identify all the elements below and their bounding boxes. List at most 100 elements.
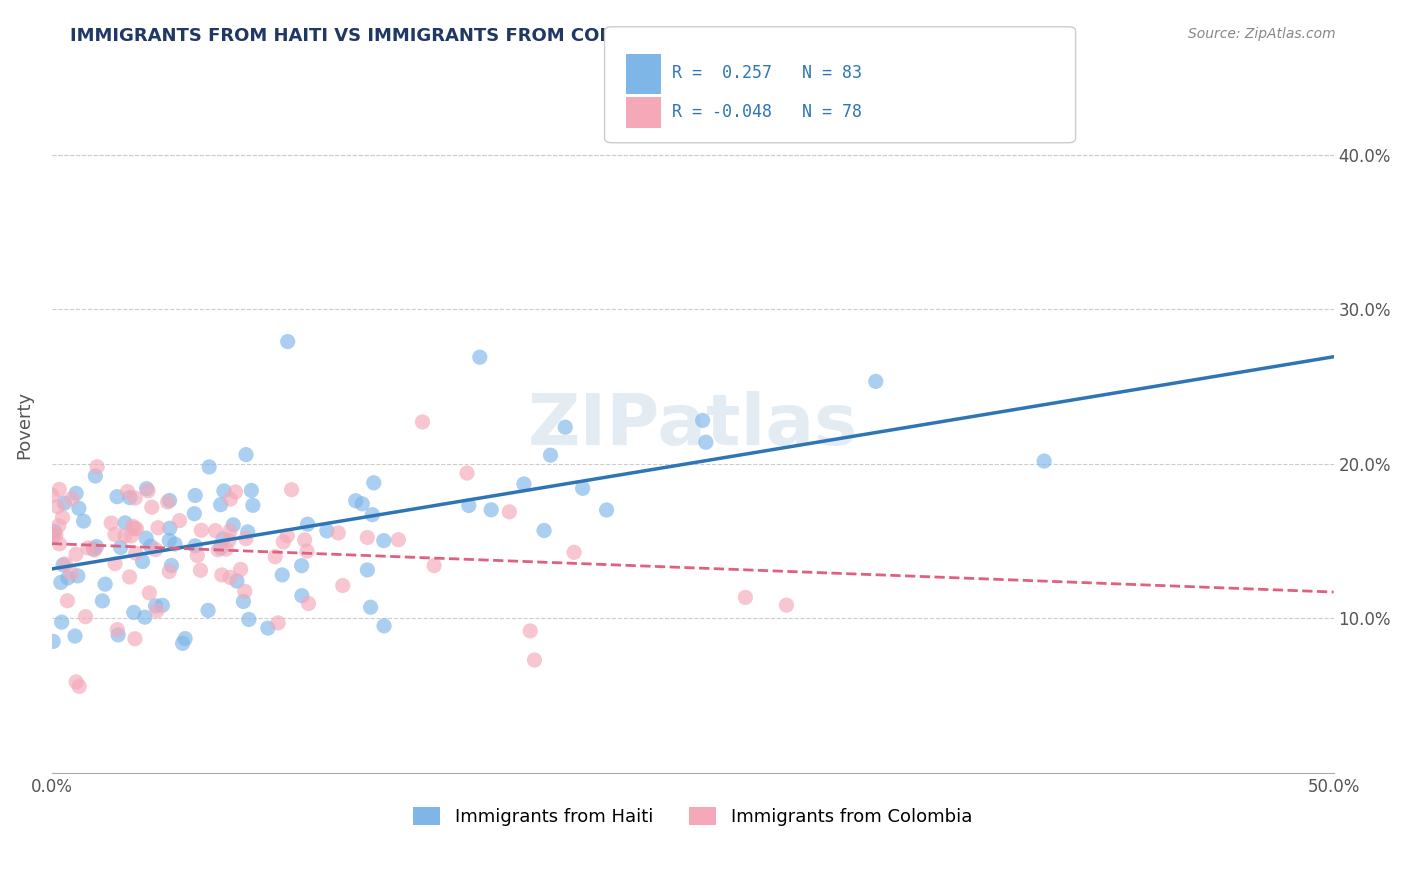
Immigrants from Colombia (53, 557, 76, 571)
Immigrants from Colombia (276, 529, 298, 543)
Text: IMMIGRANTS FROM HAITI VS IMMIGRANTS FROM COLOMBIA POVERTY CORRELATION CHART: IMMIGRANTS FROM HAITI VS IMMIGRANTS FROM… (70, 27, 998, 45)
Immigrants from Haiti (56, 571, 79, 585)
Immigrants from Colombia (204, 524, 226, 538)
Immigrants from Haiti (257, 621, 280, 635)
Immigrants from Haiti (360, 600, 382, 615)
Immigrants from Haiti (242, 499, 264, 513)
Immigrants from Colombia (775, 598, 797, 612)
Immigrants from Haiti (271, 568, 294, 582)
Immigrants from Haiti (110, 541, 132, 555)
Immigrants from Haiti (212, 532, 235, 546)
Immigrants from Colombia (271, 535, 294, 549)
Legend: Immigrants from Haiti, Immigrants from Colombia: Immigrants from Haiti, Immigrants from C… (406, 799, 980, 833)
Immigrants from Haiti (160, 558, 183, 573)
Immigrants from Haiti (865, 375, 887, 389)
Immigrants from Colombia (124, 546, 146, 560)
Immigrants from Haiti (315, 524, 337, 538)
Immigrants from Haiti (139, 539, 162, 553)
Immigrants from Colombia (51, 510, 73, 524)
Immigrants from Haiti (66, 569, 89, 583)
Immigrants from Colombia (523, 653, 546, 667)
Immigrants from Haiti (695, 435, 717, 450)
Immigrants from Haiti (51, 615, 73, 629)
Immigrants from Haiti (42, 528, 65, 542)
Immigrants from Haiti (344, 493, 367, 508)
Immigrants from Haiti (212, 483, 235, 498)
Immigrants from Haiti (163, 537, 186, 551)
Immigrants from Colombia (48, 483, 70, 497)
Immigrants from Haiti (198, 459, 221, 474)
Immigrants from Haiti (122, 606, 145, 620)
Immigrants from Haiti (145, 599, 167, 613)
Immigrants from Haiti (277, 334, 299, 349)
Immigrants from Haiti (86, 540, 108, 554)
Immigrants from Haiti (540, 448, 562, 462)
Immigrants from Haiti (184, 488, 207, 502)
Immigrants from Haiti (236, 524, 259, 539)
Immigrants from Haiti (172, 636, 194, 650)
Immigrants from Colombia (264, 549, 287, 564)
Text: R = -0.048   N = 78: R = -0.048 N = 78 (672, 103, 862, 121)
Text: R =  0.257   N = 83: R = 0.257 N = 83 (672, 64, 862, 82)
Immigrants from Haiti (65, 486, 87, 500)
Immigrants from Haiti (84, 469, 107, 483)
Immigrants from Colombia (387, 533, 409, 547)
Immigrants from Haiti (513, 477, 536, 491)
Immigrants from Colombia (328, 525, 350, 540)
Immigrants from Colombia (211, 568, 233, 582)
Immigrants from Haiti (209, 541, 232, 555)
Immigrants from Haiti (91, 594, 114, 608)
Immigrants from Haiti (67, 501, 90, 516)
Immigrants from Colombia (136, 483, 159, 498)
Immigrants from Colombia (121, 519, 143, 533)
Immigrants from Colombia (145, 542, 167, 557)
Immigrants from Colombia (105, 623, 128, 637)
Immigrants from Haiti (240, 483, 263, 498)
Immigrants from Colombia (146, 521, 169, 535)
Immigrants from Haiti (63, 629, 86, 643)
Immigrants from Colombia (169, 514, 191, 528)
Immigrants from Colombia (104, 557, 127, 571)
Text: Source: ZipAtlas.com: Source: ZipAtlas.com (1188, 27, 1336, 41)
Immigrants from Colombia (60, 491, 83, 506)
Immigrants from Haiti (159, 521, 181, 535)
Immigrants from Haiti (1033, 454, 1056, 468)
Immigrants from Haiti (232, 594, 254, 608)
Immigrants from Haiti (183, 507, 205, 521)
Immigrants from Haiti (131, 555, 153, 569)
Immigrants from Haiti (356, 563, 378, 577)
Immigrants from Colombia (117, 484, 139, 499)
Immigrants from Colombia (207, 542, 229, 557)
Immigrants from Colombia (120, 529, 142, 543)
Immigrants from Haiti (184, 539, 207, 553)
Immigrants from Haiti (373, 533, 395, 548)
Text: ZIPatlas: ZIPatlas (527, 391, 858, 459)
Immigrants from Colombia (233, 584, 256, 599)
Immigrants from Haiti (571, 481, 593, 495)
Immigrants from Haiti (94, 577, 117, 591)
Immigrants from Colombia (215, 542, 238, 557)
Immigrants from Colombia (118, 570, 141, 584)
Immigrants from Colombia (100, 516, 122, 530)
Immigrants from Colombia (356, 531, 378, 545)
Immigrants from Haiti (457, 499, 479, 513)
Immigrants from Colombia (75, 609, 97, 624)
Immigrants from Haiti (222, 517, 245, 532)
Immigrants from Colombia (280, 483, 302, 497)
Immigrants from Haiti (114, 516, 136, 530)
Immigrants from Haiti (479, 503, 502, 517)
Immigrants from Colombia (124, 491, 146, 505)
Immigrants from Colombia (218, 533, 240, 548)
Immigrants from Haiti (297, 517, 319, 532)
Immigrants from Haiti (373, 619, 395, 633)
Immigrants from Haiti (595, 503, 617, 517)
Immigrants from Colombia (423, 558, 446, 573)
Immigrants from Colombia (86, 459, 108, 474)
Immigrants from Colombia (190, 523, 212, 537)
Immigrants from Colombia (235, 532, 257, 546)
Immigrants from Colombia (77, 541, 100, 555)
Immigrants from Colombia (60, 566, 83, 581)
Immigrants from Colombia (83, 543, 105, 558)
Immigrants from Haiti (209, 498, 232, 512)
Immigrants from Colombia (65, 547, 87, 561)
